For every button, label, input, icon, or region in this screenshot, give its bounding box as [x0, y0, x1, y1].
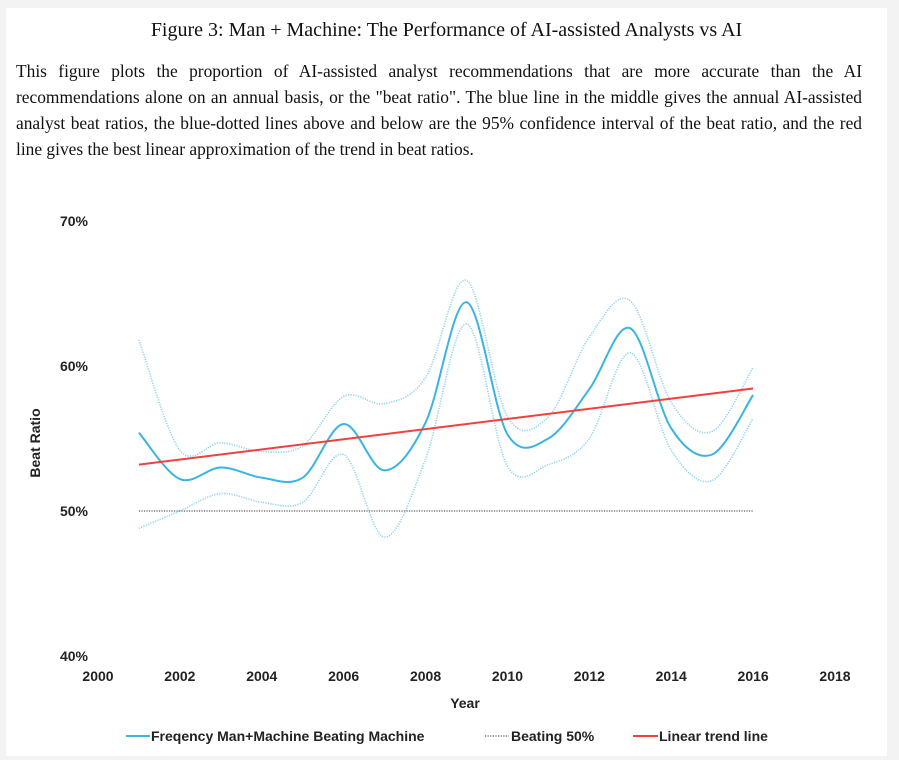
y-tick-label: 50% — [60, 503, 89, 519]
x-tick-label: 2006 — [328, 668, 359, 684]
legend-label-frequency: Freqency Man+Machine Beating Machine — [151, 728, 425, 744]
confidence-upper-line — [138, 279, 754, 457]
x-tick-label: 2016 — [738, 668, 769, 684]
x-tick-label: 2004 — [246, 668, 277, 684]
x-tick-label: 2010 — [492, 668, 523, 684]
x-tick-label: 2018 — [819, 668, 850, 684]
series-line-frequency — [138, 301, 754, 484]
y-axis-label: Beat Ratio — [27, 408, 43, 477]
confidence-lower-line — [138, 323, 754, 538]
series-layer — [138, 279, 754, 538]
figure-caption: This figure plots the proportion of AI-a… — [16, 61, 862, 159]
figure-title: Figure 3: Man + Machine: The Performance… — [150, 19, 743, 41]
legend-label-trend: Linear trend line — [659, 728, 768, 744]
y-tick-label: 70% — [60, 213, 89, 229]
chart-legend: Freqency Man+Machine Beating Machine Bea… — [126, 728, 768, 744]
beat-ratio-chart: 40% 50% 60% 70% 2000 2002 2004 2006 2008 2010 201… — [27, 213, 851, 744]
x-tick-label: 2000 — [82, 668, 113, 684]
x-tick-label: 2002 — [164, 668, 195, 684]
x-tick-label: 2008 — [410, 668, 441, 684]
x-axis-ticks: 2000 2002 2004 2006 2008 2010 2012 2014 2016 2018 — [82, 668, 850, 684]
figure-page: Figure 3: Man + Machine: The Performance… — [6, 8, 887, 756]
series-line-trend — [138, 387, 754, 466]
x-axis-label: Year — [450, 695, 480, 711]
y-axis-ticks: 40% 50% 60% 70% — [60, 213, 89, 664]
legend-label-beating-50: Beating 50% — [511, 728, 595, 744]
y-tick-label: 60% — [60, 358, 89, 374]
x-tick-label: 2012 — [574, 668, 605, 684]
y-tick-label: 40% — [60, 648, 89, 664]
x-tick-label: 2014 — [656, 668, 687, 684]
